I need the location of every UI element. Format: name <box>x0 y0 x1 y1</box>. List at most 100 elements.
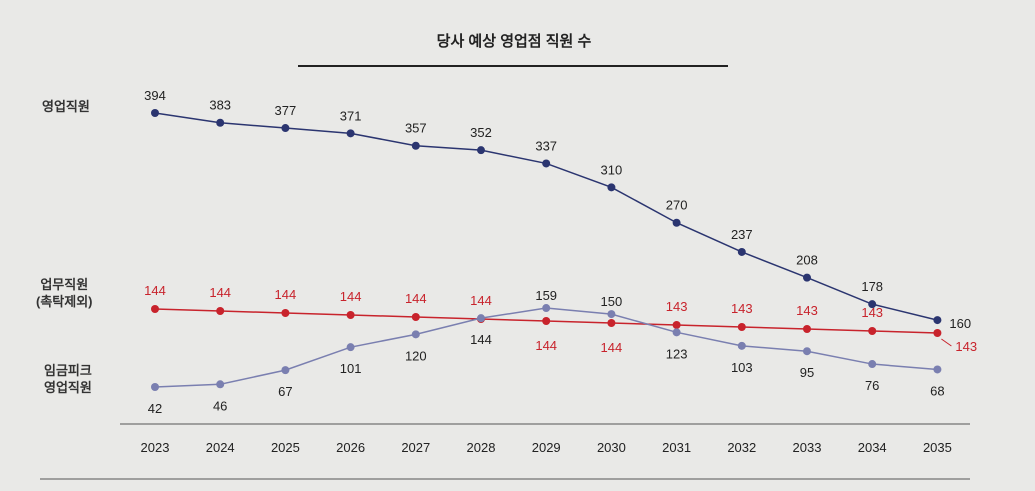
data-label: 144 <box>340 289 362 304</box>
data-label: 159 <box>535 288 557 303</box>
data-point <box>803 347 811 356</box>
data-point <box>933 316 942 325</box>
data-label: 144 <box>405 291 427 306</box>
x-tick-label: 2032 <box>727 440 756 455</box>
data-point <box>542 304 551 313</box>
data-label: 144 <box>275 287 297 302</box>
series-label-business-line1: 업무직원 <box>40 277 89 292</box>
data-label: 237 <box>731 227 753 242</box>
data-label: 144 <box>535 338 557 353</box>
data-label: 383 <box>209 98 231 113</box>
data-label: 68 <box>930 383 944 398</box>
data-point <box>542 317 551 325</box>
title-rule <box>298 65 728 67</box>
data-point <box>933 329 942 337</box>
data-point <box>281 124 290 133</box>
x-tick-label: 2028 <box>467 440 496 455</box>
chart-title: 당사 예상 영업점 직원 수 <box>436 33 592 50</box>
data-point <box>737 247 746 256</box>
data-label: 144 <box>144 283 166 298</box>
x-tick-label: 2025 <box>271 440 300 455</box>
data-point <box>868 300 877 309</box>
data-label: 67 <box>278 384 292 399</box>
data-point <box>216 380 225 389</box>
series-label-wagepeak-line1: 임금피크 <box>44 363 92 378</box>
data-point <box>346 129 355 138</box>
data-label: 208 <box>796 253 818 268</box>
data-point <box>346 343 355 352</box>
series-label-sales: 영업직원 <box>42 99 90 114</box>
data-label: 143 <box>955 339 977 354</box>
data-point <box>672 218 681 227</box>
data-point <box>216 307 225 315</box>
data-point <box>477 146 485 155</box>
x-tick-label: 2033 <box>793 440 822 455</box>
data-label: 337 <box>535 138 557 153</box>
x-tick-label: 2031 <box>662 440 691 455</box>
data-label: 310 <box>601 162 623 177</box>
x-tick-label: 2029 <box>532 440 561 455</box>
data-label: 144 <box>470 293 492 308</box>
data-label: 143 <box>796 303 818 318</box>
data-point <box>151 305 159 313</box>
data-point <box>151 109 159 117</box>
data-point <box>151 383 159 391</box>
data-point <box>281 366 290 375</box>
data-point <box>411 313 420 321</box>
x-tick-label: 2026 <box>336 440 365 455</box>
x-tick-label: 2023 <box>141 440 170 455</box>
data-label: 143 <box>861 305 883 320</box>
data-label: 46 <box>213 398 227 413</box>
series-label-business: 업무직원 (촉탁제외) <box>36 276 93 310</box>
data-point <box>477 314 485 323</box>
data-point <box>868 327 877 335</box>
data-point <box>281 309 290 317</box>
data-label: 144 <box>470 332 492 347</box>
data-label: 352 <box>470 125 492 140</box>
data-point <box>411 330 420 339</box>
data-label: 76 <box>865 378 879 393</box>
data-point <box>411 141 420 150</box>
data-label: 42 <box>148 401 162 416</box>
data-label: 101 <box>340 361 362 376</box>
data-point <box>607 183 616 192</box>
series-label-wagepeak-line2: 영업직원 <box>44 380 92 395</box>
data-label: 394 <box>144 88 166 103</box>
data-point <box>346 311 355 319</box>
data-point <box>803 325 811 333</box>
x-tick-label: 2035 <box>923 440 952 455</box>
data-label: 371 <box>340 108 362 123</box>
data-label: 357 <box>405 121 427 136</box>
data-point <box>933 365 942 374</box>
data-point <box>542 159 551 168</box>
data-label: 150 <box>601 294 623 309</box>
series-label-business-line2: (촉탁제외) <box>36 294 93 309</box>
data-label: 103 <box>731 360 753 375</box>
data-label: 120 <box>405 348 427 363</box>
data-point <box>868 360 877 369</box>
label-leader <box>941 338 952 347</box>
data-point <box>737 341 746 350</box>
data-point <box>216 118 225 127</box>
x-tick-label: 2027 <box>401 440 430 455</box>
data-point <box>672 321 681 329</box>
x-tick-label: 2030 <box>597 440 626 455</box>
data-label: 178 <box>861 279 883 294</box>
data-label: 270 <box>666 198 688 213</box>
data-label: 160 <box>949 316 971 331</box>
data-label: 123 <box>666 346 688 361</box>
x-tick-label: 2024 <box>206 440 235 455</box>
x-tick-label: 2034 <box>858 440 887 455</box>
data-label: 143 <box>731 301 753 316</box>
data-point <box>803 273 811 282</box>
data-point <box>737 323 746 331</box>
data-point <box>607 310 616 319</box>
data-label: 144 <box>601 340 623 355</box>
data-point <box>607 319 616 327</box>
data-point <box>672 328 681 337</box>
data-label: 143 <box>666 299 688 314</box>
data-label: 95 <box>800 365 814 380</box>
data-label: 377 <box>275 103 297 118</box>
